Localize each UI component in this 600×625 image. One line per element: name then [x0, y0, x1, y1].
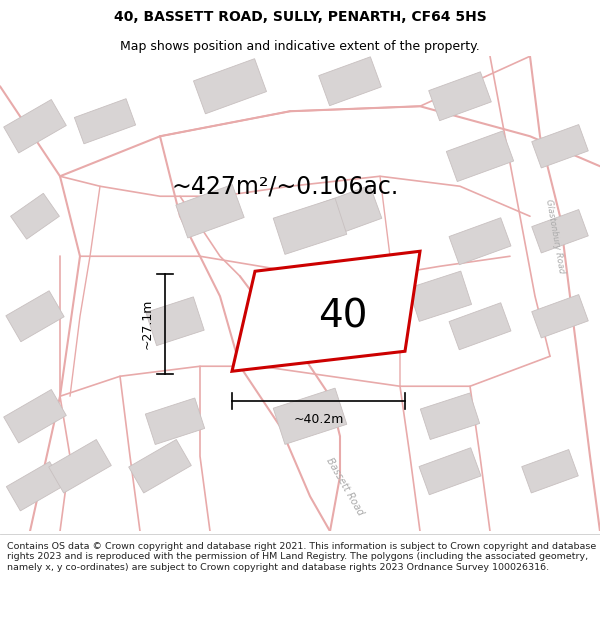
Text: Map shows position and indicative extent of the property.: Map shows position and indicative extent… — [120, 39, 480, 52]
Polygon shape — [7, 462, 64, 511]
Text: Glastonbury Road: Glastonbury Road — [544, 198, 566, 274]
Polygon shape — [273, 388, 347, 444]
Text: Contains OS data © Crown copyright and database right 2021. This information is : Contains OS data © Crown copyright and d… — [7, 542, 596, 571]
Text: 40: 40 — [318, 298, 368, 335]
Polygon shape — [532, 124, 588, 168]
Polygon shape — [449, 302, 511, 350]
Polygon shape — [409, 271, 472, 321]
Polygon shape — [6, 291, 64, 342]
Polygon shape — [193, 59, 266, 114]
Text: 40, BASSETT ROAD, SULLY, PENARTH, CF64 5HS: 40, BASSETT ROAD, SULLY, PENARTH, CF64 5… — [113, 10, 487, 24]
Polygon shape — [522, 449, 578, 493]
Polygon shape — [318, 186, 382, 237]
Polygon shape — [319, 57, 382, 106]
Polygon shape — [145, 398, 205, 444]
Polygon shape — [74, 99, 136, 144]
Polygon shape — [128, 439, 191, 493]
Polygon shape — [421, 393, 479, 439]
Polygon shape — [4, 99, 67, 153]
Polygon shape — [532, 294, 588, 338]
Text: ~427m²/~0.106ac.: ~427m²/~0.106ac. — [172, 174, 398, 198]
Polygon shape — [273, 198, 347, 254]
Polygon shape — [446, 131, 514, 181]
Text: ~40.2m: ~40.2m — [293, 412, 344, 426]
Polygon shape — [4, 389, 67, 443]
Polygon shape — [146, 297, 204, 346]
Polygon shape — [532, 209, 588, 253]
Polygon shape — [11, 193, 59, 239]
Polygon shape — [176, 184, 244, 238]
Polygon shape — [232, 251, 420, 371]
Polygon shape — [419, 448, 481, 495]
Text: Bassett Road: Bassett Road — [325, 456, 365, 517]
Text: ~27.1m: ~27.1m — [140, 299, 154, 349]
Polygon shape — [449, 217, 511, 265]
Polygon shape — [49, 439, 112, 493]
Polygon shape — [428, 72, 491, 121]
